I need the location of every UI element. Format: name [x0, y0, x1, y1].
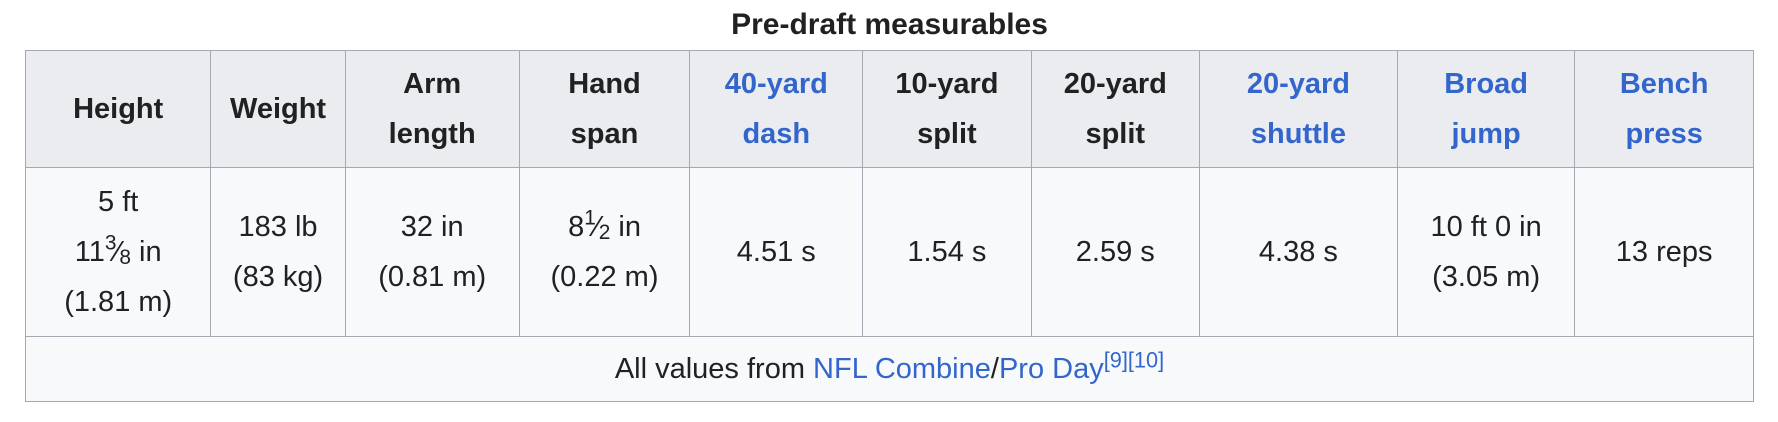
cell-height: 5 ft 113⁄8 in (1.81 m): [24, 167, 212, 337]
header-broad-jump[interactable]: Broad jump: [1396, 50, 1576, 168]
header-weight: Weight: [210, 50, 346, 168]
footer-row: All values from NFL Combine/Pro Day[9][1…: [25, 336, 1754, 402]
cell-arm-length: 32 in (0.81 m): [344, 167, 520, 337]
link-nfl-combine[interactable]: NFL Combine: [813, 353, 991, 385]
link-bench-press[interactable]: Bench press: [1619, 68, 1709, 150]
cell-10-yard-split: 1.54 s: [862, 167, 1032, 337]
cell-40-yard-dash: 4.51 s: [689, 167, 864, 337]
cell-weight: 183 lb (83 kg): [210, 167, 346, 337]
cell-broad-jump: 10 ft 0 in (3.05 m): [1396, 167, 1576, 337]
header-height: Height: [24, 50, 212, 168]
link-broad-jump[interactable]: Broad jump: [1444, 68, 1529, 150]
cell-bench-press: 13 reps: [1574, 167, 1754, 337]
header-row: Height Weight Arm length Hand span 40-yard…: [24, 50, 1754, 168]
reference-9[interactable]: [9]: [1103, 347, 1128, 373]
header-20-yard-shuttle[interactable]: 20-yard shuttle: [1198, 50, 1398, 168]
cell-hand-span: 81⁄2 in (0.22 m): [518, 167, 691, 337]
header-bench-press[interactable]: Bench press: [1574, 50, 1754, 168]
header-40-yard-dash[interactable]: 40-yard dash: [689, 50, 864, 168]
footer-cell: All values from NFL Combine/Pro Day[9][1…: [25, 336, 1754, 402]
header-arm-length: Arm length: [344, 50, 520, 168]
header-hand-span: Hand span: [518, 50, 691, 168]
header-10-yard-split: 10-yard split: [862, 50, 1032, 168]
header-20-yard-split: 20-yard split: [1030, 50, 1200, 168]
footer-separator: /: [990, 353, 999, 385]
link-20-yard-shuttle[interactable]: 20-yard shuttle: [1246, 68, 1350, 150]
cell-20-yard-split: 2.59 s: [1030, 167, 1200, 337]
measurables-wrapper: Pre-draft measurables Height Weight Arm l…: [24, 0, 1754, 402]
fraction-height: 3⁄8: [104, 231, 131, 270]
cell-20-yard-shuttle: 4.38 s: [1198, 167, 1398, 337]
link-pro-day[interactable]: Pro Day: [998, 353, 1104, 385]
values-row: 5 ft 113⁄8 in (1.81 m) 183 lb (83 kg) 32…: [24, 167, 1754, 337]
reference-10[interactable]: [10]: [1127, 347, 1165, 373]
pre-draft-measurables-table: Height Weight Arm length Hand span 40-yard…: [24, 50, 1754, 402]
link-40-yard-dash[interactable]: 40-yard dash: [724, 68, 828, 150]
fraction-hand-span: 1⁄2: [584, 206, 611, 245]
footer-prefix: All values from: [614, 353, 814, 385]
table-caption: Pre-draft measurables: [731, 8, 1048, 41]
